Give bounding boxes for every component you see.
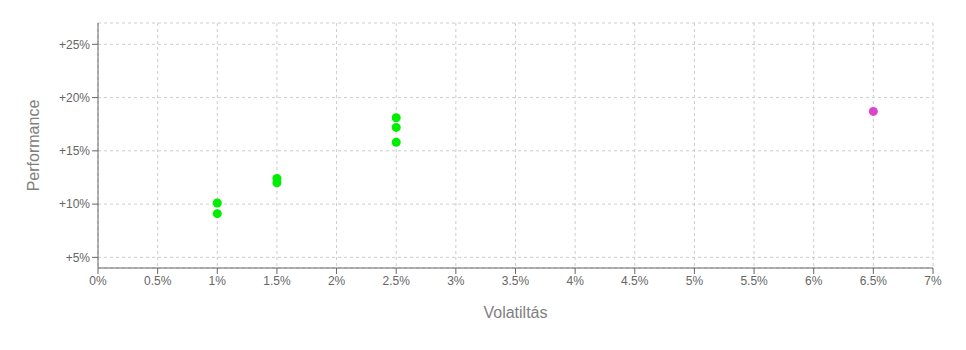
svg-text:4%: 4%: [566, 274, 584, 288]
svg-text:+10%: +10%: [59, 197, 90, 211]
svg-text:+15%: +15%: [59, 144, 90, 158]
svg-text:0%: 0%: [89, 274, 107, 288]
svg-text:6.5%: 6.5%: [860, 274, 888, 288]
svg-text:Volatiltás: Volatiltás: [483, 304, 547, 321]
svg-text:2.5%: 2.5%: [383, 274, 411, 288]
svg-text:+20%: +20%: [59, 91, 90, 105]
svg-text:7%: 7%: [924, 274, 942, 288]
svg-text:5.5%: 5.5%: [740, 274, 768, 288]
svg-text:+5%: +5%: [66, 251, 91, 265]
svg-text:2%: 2%: [328, 274, 346, 288]
svg-text:4.5%: 4.5%: [621, 274, 649, 288]
svg-text:0.5%: 0.5%: [144, 274, 172, 288]
svg-text:5%: 5%: [686, 274, 704, 288]
svg-text:6%: 6%: [805, 274, 823, 288]
svg-text:3%: 3%: [447, 274, 465, 288]
svg-text:+25%: +25%: [59, 38, 90, 52]
svg-text:3.5%: 3.5%: [502, 274, 530, 288]
svg-text:Performance: Performance: [25, 100, 42, 192]
svg-text:1%: 1%: [209, 274, 227, 288]
svg-text:1.5%: 1.5%: [263, 274, 291, 288]
